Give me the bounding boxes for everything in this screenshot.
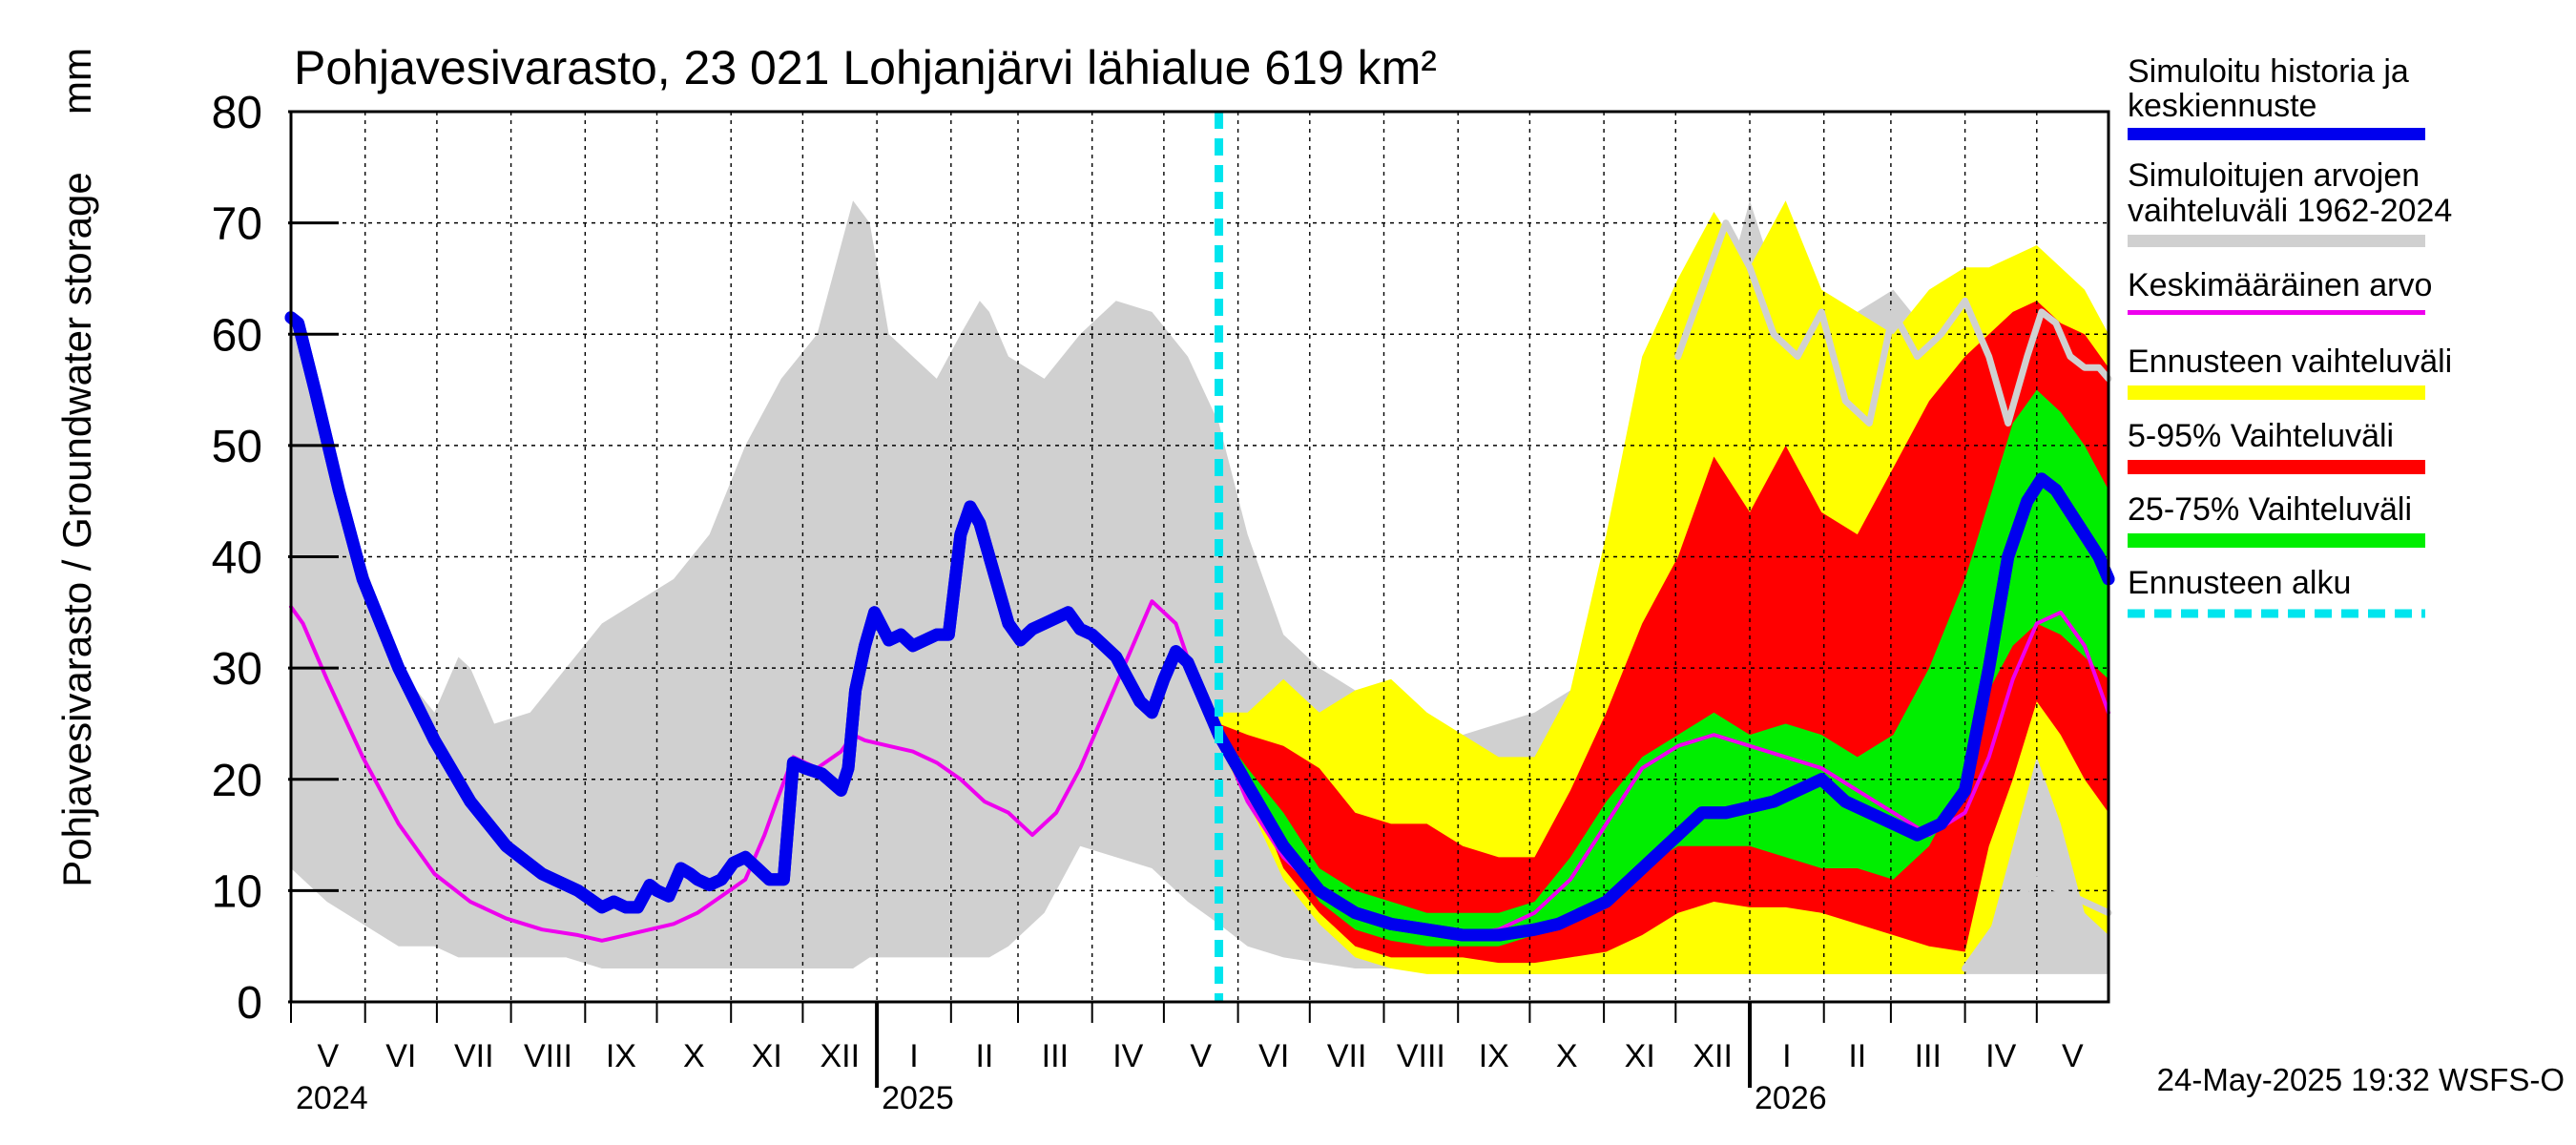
x-month-label: V <box>1190 1038 1212 1074</box>
series-line-3 <box>1962 876 2112 972</box>
x-month-label: IX <box>1479 1038 1509 1074</box>
y-tick-label: 70 <box>212 199 262 250</box>
y-tick-label: 80 <box>212 88 262 138</box>
x-year-label: 2026 <box>1755 1080 1827 1116</box>
x-month-label: XI <box>752 1038 782 1074</box>
legend-entry-p25-75: 25-75% Vaihteluväli <box>2128 491 2425 548</box>
y-tick-label: 20 <box>212 756 262 806</box>
x-month-label: II <box>1848 1038 1866 1074</box>
legend-label-p5-95: 5-95% Vaihteluväli <box>2128 418 2394 454</box>
x-month-label: XII <box>820 1038 860 1074</box>
legend-entry-forecast-range: Ennusteen vaihteluväli <box>2128 344 2452 400</box>
timestamp: 24-May-2025 19:32 WSFS-O <box>2157 1062 2565 1097</box>
legend-label-simulated-2: keskiennuste <box>2128 88 2316 124</box>
x-month-label: I <box>1782 1038 1791 1074</box>
series-line-2 <box>1674 219 2112 427</box>
x-month-label: VI <box>385 1038 416 1074</box>
x-month-label: V <box>2062 1038 2084 1074</box>
legend-swatch-historical-range <box>2128 235 2425 247</box>
x-month-label: XII <box>1693 1038 1733 1074</box>
legend-label-mean: Keskimääräinen arvo <box>2128 267 2432 303</box>
legend-label-historical-range-1: Simuloitujen arvojen <box>2128 157 2420 194</box>
x-year-label: 2025 <box>882 1080 954 1116</box>
legend-label-historical-range-2: vaihteluväli 1962-2024 <box>2128 193 2452 229</box>
y-axis-unit: mm <box>54 48 99 114</box>
x-month-label: VII <box>1327 1038 1367 1074</box>
legend-label-p25-75: 25-75% Vaihteluväli <box>2128 491 2412 528</box>
y-tick-label: 60 <box>212 310 262 361</box>
x-month-label: VI <box>1258 1038 1289 1074</box>
legend: Simuloitu historia ja keskiennuste Simul… <box>2128 53 2452 618</box>
legend-entry-simulated: Simuloitu historia ja keskiennuste <box>2128 53 2425 140</box>
x-month-label: XI <box>1625 1038 1655 1074</box>
legend-label-simulated-1: Simuloitu historia ja <box>2128 53 2409 90</box>
x-month-label: II <box>975 1038 993 1074</box>
y-axis-label: Pohjavesivarasto / Groundwater storage <box>54 172 99 886</box>
x-month-label: III <box>1042 1038 1069 1074</box>
data-lines <box>284 219 2115 972</box>
legend-entry-mean: Keskimääräinen arvo <box>2128 267 2432 315</box>
x-month-label: VIII <box>1397 1038 1445 1074</box>
x-month-label: V <box>318 1038 340 1074</box>
x-month-label: X <box>1556 1038 1578 1074</box>
y-tick-label: 40 <box>212 533 262 584</box>
x-month-label: X <box>683 1038 705 1074</box>
legend-entry-historical-range: Simuloitujen arvojen vaihteluväli 1962-2… <box>2128 157 2452 247</box>
x-month-label: IV <box>1112 1038 1143 1074</box>
x-month-label: VIII <box>524 1038 572 1074</box>
x-month-label: IX <box>606 1038 636 1074</box>
x-month-label: VII <box>454 1038 494 1074</box>
y-tick-label: 50 <box>212 422 262 472</box>
legend-swatch-forecast-range <box>2128 385 2425 400</box>
gridlines <box>291 112 2109 1002</box>
x-month-label: III <box>1915 1038 1942 1074</box>
legend-label-forecast-start: Ennusteen alku <box>2128 565 2351 601</box>
y-tick-label: 0 <box>237 978 262 1029</box>
legend-swatch-p25-75 <box>2128 533 2425 548</box>
x-month-label: IV <box>1985 1038 2016 1074</box>
legend-entry-p5-95: 5-95% Vaihteluväli <box>2128 418 2425 474</box>
x-year-label: 2024 <box>296 1080 368 1116</box>
simulated-line-top <box>284 311 2115 942</box>
chart-title: Pohjavesivarasto, 23 021 Lohjanjärvi läh… <box>294 41 1437 94</box>
x-month-label: I <box>909 1038 918 1074</box>
y-tick-label: 30 <box>212 644 262 695</box>
legend-entry-forecast-start: Ennusteen alku <box>2128 565 2425 618</box>
y-tick-label: 10 <box>212 866 262 917</box>
legend-swatch-simulated <box>2128 128 2425 140</box>
legend-label-forecast-range: Ennusteen vaihteluväli <box>2128 344 2452 380</box>
legend-swatch-p5-95 <box>2128 460 2425 474</box>
legend-swatch-mean <box>2128 310 2425 315</box>
series-line-1 <box>289 599 2110 943</box>
